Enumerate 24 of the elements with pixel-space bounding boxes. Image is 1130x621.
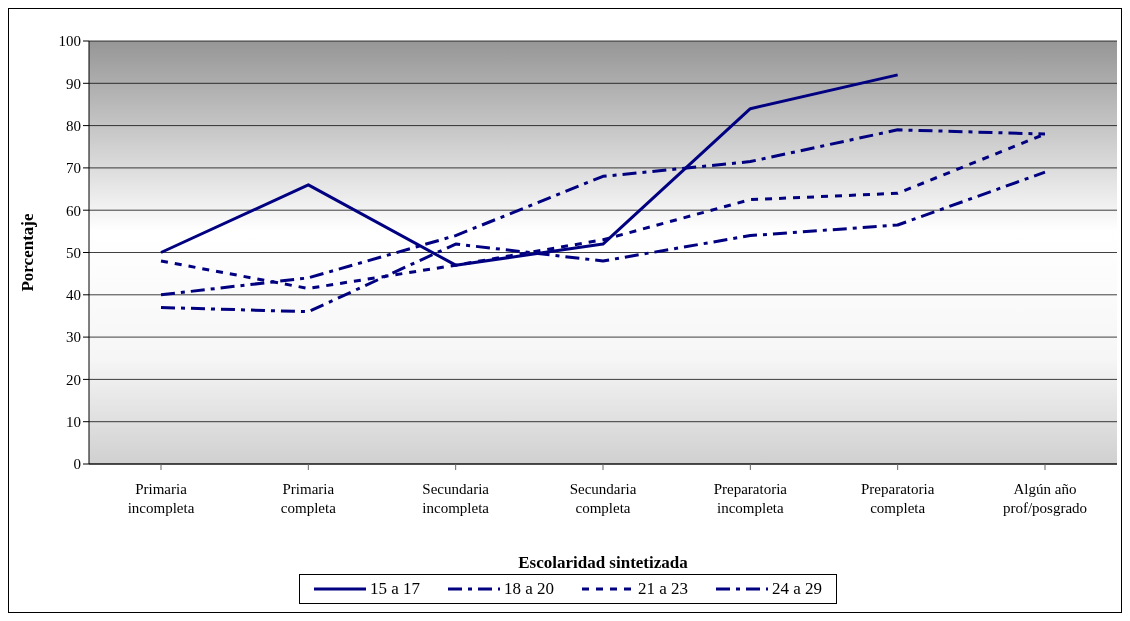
legend-label: 21 a 23: [638, 579, 689, 599]
y-tick-label: 10: [66, 414, 81, 431]
legend-label: 18 a 20: [503, 579, 554, 599]
x-tick-label: Primaria completa: [280, 481, 337, 516]
y-tick-label: 0: [73, 456, 81, 473]
y-tick-label: 50: [66, 244, 81, 261]
x-tick-label: Secundaria incompleta: [422, 481, 490, 516]
x-tick-label: Secundaria completa: [569, 481, 637, 516]
y-tick-label: 30: [66, 329, 81, 346]
y-tick-label: 60: [66, 202, 81, 219]
y-tick-label: 80: [66, 117, 81, 134]
x-tick-label: Preparatoria completa: [861, 481, 935, 516]
x-axis-title: Escolaridad sintetizada: [518, 553, 689, 572]
y-tick-label: 100: [58, 33, 81, 50]
y-tick-label: 90: [66, 75, 81, 92]
x-tick-label: Preparatoria incompleta: [713, 481, 788, 516]
y-tick-label: 20: [66, 371, 81, 388]
y-tick-label: 40: [66, 287, 81, 304]
legend-label: 24 a 29: [772, 579, 823, 599]
y-axis-title: Porcentaje: [18, 213, 38, 292]
x-tick-label: Primaria incompleta: [127, 481, 195, 516]
legend-label: 15 a 17: [369, 579, 420, 599]
y-tick-label: 70: [66, 160, 81, 177]
x-tick-label: Algún año prof/posgrado: [1002, 481, 1088, 516]
